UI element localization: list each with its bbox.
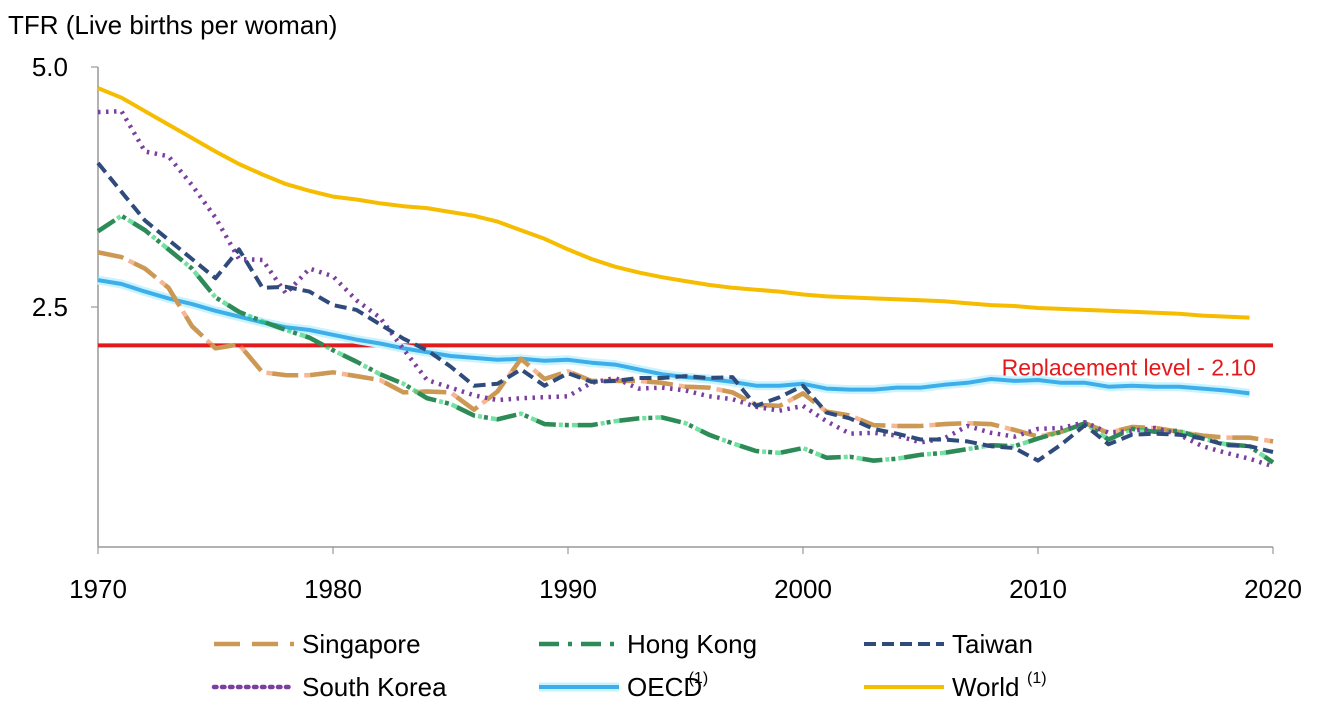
x-tick-label: 2000	[774, 574, 832, 604]
legend-item-south-korea: South Korea	[211, 672, 447, 702]
y-tick-label: 5.0	[32, 52, 68, 82]
legend-label-singapore: Singapore	[302, 629, 421, 659]
series-line-hong-kong-shade	[96, 213, 1275, 465]
legend-item-world: World (1)	[864, 670, 1047, 702]
legend-item-hong-kong: Hong Kong	[539, 629, 757, 659]
legend-label-oecd: OECD	[627, 672, 702, 702]
series-line-taiwan	[96, 161, 1274, 463]
x-tick-label: 2020	[1244, 574, 1302, 604]
x-tick-label: 1990	[539, 574, 597, 604]
legend-superscript-world: (1)	[1027, 670, 1047, 687]
legend-label-taiwan: Taiwan	[952, 629, 1033, 659]
legend-item-oecd: OECD(1)	[539, 670, 708, 702]
x-tick-label: 2010	[1009, 574, 1067, 604]
axes: 2.5 5.0 1970 1980 1990 2000 2010 2020	[32, 52, 1302, 604]
series-group	[96, 86, 1275, 469]
series-line-world	[97, 86, 1250, 320]
y-tick-label: 2.5	[32, 292, 68, 322]
legend-superscript-oecd: (1)	[689, 670, 709, 687]
series-line-oecd	[97, 278, 1250, 396]
legend-label-south-korea: South Korea	[302, 672, 447, 702]
legend-item-taiwan: Taiwan	[864, 629, 1033, 659]
series-line-singapore	[97, 250, 1274, 444]
x-tick-label: 1980	[304, 574, 362, 604]
x-tick-label: 1970	[69, 574, 127, 604]
replacement-level-label: Replacement level - 2.10	[1002, 354, 1256, 380]
reference-line-group: Replacement level - 2.10	[98, 343, 1273, 380]
series-line-south-korea	[97, 108, 1274, 469]
legend-label-hong-kong: Hong Kong	[627, 629, 757, 659]
legend-label-world: World	[952, 672, 1019, 702]
y-axis-title: TFR (Live births per woman)	[8, 10, 337, 40]
legend-item-singapore: Singapore	[214, 629, 421, 659]
